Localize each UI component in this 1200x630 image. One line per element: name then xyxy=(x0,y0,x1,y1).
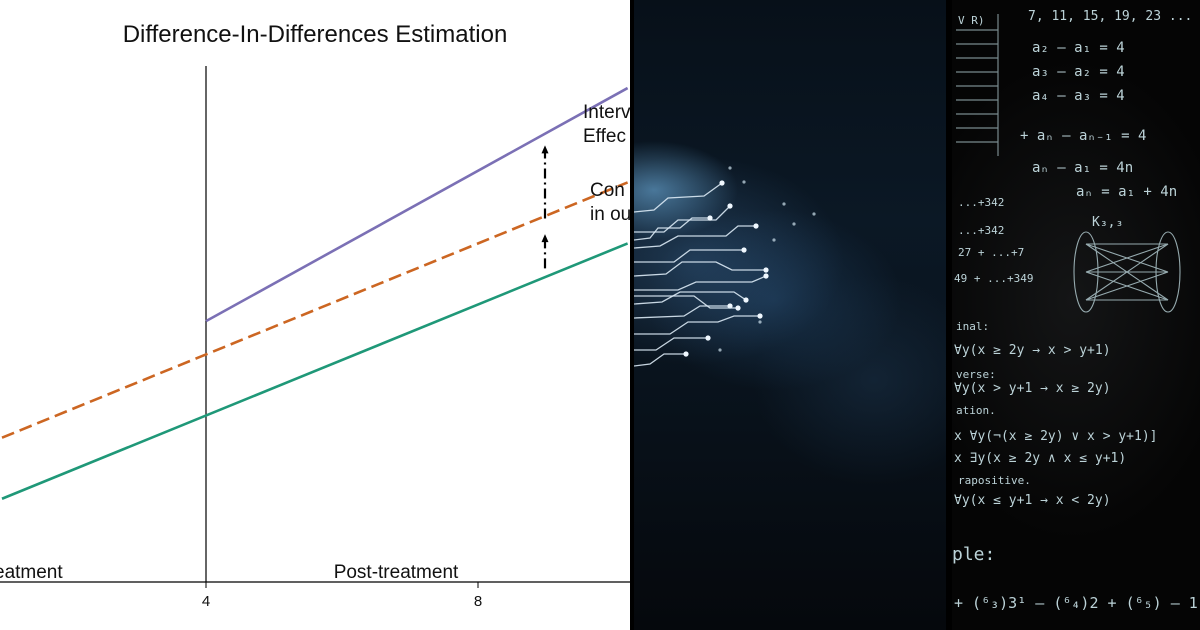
circuit-trace xyxy=(634,315,760,335)
annotation-text: Interv xyxy=(583,102,630,123)
chalk-line: 27 + ...+7 xyxy=(958,246,1024,259)
chalk-table-header: V R) xyxy=(958,14,985,27)
series-line-intervention xyxy=(205,86,629,323)
circuit-node xyxy=(753,223,759,229)
chalk-line: ation. xyxy=(956,404,996,417)
chalk-line: aₙ = a₁ + 4n xyxy=(1076,184,1177,200)
chalk-line: ∀y(x ≥ 2y → x > y+1) xyxy=(954,343,1111,358)
circuit-trace xyxy=(634,353,686,367)
circuit-dot xyxy=(812,212,816,216)
circuit-trace xyxy=(634,225,756,249)
circuit-dot xyxy=(772,238,776,242)
chalk-line: ∀y(x > y+1 → x ≥ 2y) xyxy=(954,381,1111,396)
chalk-line: + (⁶₃)3¹ – (⁶₄)2 + (⁶₅) – 1 xyxy=(954,594,1198,612)
annotation-text: in ou xyxy=(590,204,630,225)
chalk-line: inal: xyxy=(956,320,989,333)
circuit-node xyxy=(727,203,733,209)
did-chart: Difference-In-Differences Estimation 4 8 e… xyxy=(0,21,630,610)
circuit-trace xyxy=(634,249,744,263)
effect-arrow-head xyxy=(541,145,549,154)
circuit-node xyxy=(743,297,749,303)
chart-title: Difference-In-Differences Estimation xyxy=(123,21,508,48)
chalk-table xyxy=(956,14,999,156)
circuit-dot xyxy=(792,222,796,226)
x-tick-label: 8 xyxy=(474,593,482,610)
circuit-trace xyxy=(634,295,738,309)
circuit-node xyxy=(757,313,763,319)
chalk-line: x ∀y(¬(x ≥ 2y) ∨ x > y+1)] xyxy=(954,429,1158,444)
circuit-node xyxy=(705,335,711,341)
circuit-dot xyxy=(758,320,762,324)
pre-treatment-label: eatment xyxy=(0,562,63,583)
circuit-trace xyxy=(634,205,731,233)
circuit-node xyxy=(763,273,769,279)
chalk-line: ∀y(x ≤ y+1 → x < 2y) xyxy=(954,493,1111,508)
circuit-image-panel xyxy=(634,0,946,630)
chalk-line: a₃ – a₂ = 4 xyxy=(1032,64,1125,80)
circuit-trace xyxy=(634,337,708,351)
circuit-traces-graphic xyxy=(634,166,816,367)
circuit-node xyxy=(741,247,747,253)
did-chart-panel: Difference-In-Differences Estimation 4 8 e… xyxy=(0,0,630,630)
post-treatment-label: Post-treatment xyxy=(334,562,459,583)
circuit-dot xyxy=(728,166,732,170)
circuit-trace xyxy=(634,261,766,277)
series-line-control xyxy=(1,242,629,500)
circuit-node xyxy=(763,267,769,273)
chalk-line: + aₙ – aₙ₋₁ = 4 xyxy=(1020,128,1146,144)
annotation-text: Effec xyxy=(583,126,626,147)
series-line-counterfactual xyxy=(1,181,629,439)
effect-arrow-head xyxy=(541,234,549,243)
circuit-node xyxy=(719,180,725,186)
circuit-trace xyxy=(634,291,747,305)
chalk-line: x ∃y(x ≥ 2y ∧ x ≤ y+1) xyxy=(954,451,1126,466)
circuit-node xyxy=(727,303,733,309)
circuit-trace xyxy=(634,217,710,241)
circuit-node xyxy=(735,305,741,311)
chalk-line: ...+342 xyxy=(958,196,1004,209)
chalk-line: a₄ – a₃ = 4 xyxy=(1032,88,1125,104)
chalk-line: ...+342 xyxy=(958,224,1004,237)
circuit-dot xyxy=(742,180,746,184)
chalkboard-image-panel: V R) 7, 11, 15, 19, 23 ... a₂ – a₁ = 4 a₃ … xyxy=(952,0,1200,630)
chalkboard-math-graphic: V R) 7, 11, 15, 19, 23 ... a₂ – a₁ = 4 a₃ … xyxy=(952,9,1198,612)
chalk-line: 7, 11, 15, 19, 23 ... xyxy=(1028,9,1192,24)
chalk-text: 7, 11, 15, 19, 23 ... a₂ – a₁ = 4 a₃ – a₂ … xyxy=(952,9,1198,612)
chalk-line: K₃,₃ xyxy=(1092,215,1123,230)
k33-graph xyxy=(1073,231,1181,313)
circuit-node xyxy=(683,351,689,357)
annotation-text: Con xyxy=(590,180,625,201)
chalk-line: 49 + ...+349 xyxy=(954,272,1033,285)
circuit-node xyxy=(707,215,713,221)
circuit-trace xyxy=(634,305,730,319)
x-tick-label: 4 xyxy=(202,593,210,610)
chalk-line: verse: xyxy=(956,368,996,381)
chalk-line: ple: xyxy=(952,544,995,565)
plot-area: 4 8 eatment Post-treatment Interv Effec Con in … xyxy=(0,66,630,610)
circuit-trace xyxy=(634,275,767,291)
circuit-dot xyxy=(718,348,722,352)
circuit-trace xyxy=(634,182,723,213)
chalk-line: aₙ – a₁ = 4n xyxy=(1032,160,1133,176)
chalk-line: rapositive. xyxy=(958,474,1031,487)
circuit-dot xyxy=(782,202,786,206)
chalk-line: a₂ – a₁ = 4 xyxy=(1032,40,1125,56)
